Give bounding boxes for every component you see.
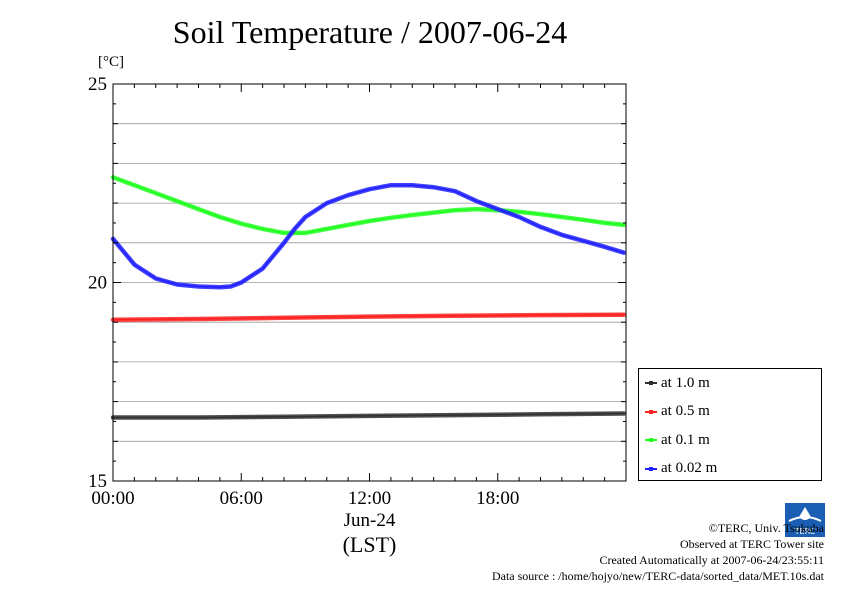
legend-label: at 1.0 m xyxy=(661,374,710,391)
legend-swatch xyxy=(645,438,657,442)
logo-text: TERC xyxy=(794,527,816,536)
series-line-core-2 xyxy=(112,176,624,234)
credit-site: Observed at TERC Tower site xyxy=(679,537,824,551)
credit-copyright: ©TERC, Univ. Tsukuba xyxy=(708,521,824,535)
y-tick-label: 20 xyxy=(88,273,107,294)
legend-item: at 0.5 m xyxy=(645,402,710,422)
y-tick-label: 25 xyxy=(88,74,107,95)
x-axis-label: (LST) xyxy=(343,532,397,557)
credits-block: ©TERC, Univ. Tsukuba Observed at TERC To… xyxy=(492,520,824,584)
legend-label: at 0.5 m xyxy=(661,403,710,419)
legend-swatch xyxy=(645,409,657,414)
x-tick-label: 18:00 xyxy=(476,488,519,509)
series-line-core-3 xyxy=(112,184,625,289)
legend-item: at 0.1 m xyxy=(645,430,710,450)
legend-swatch xyxy=(645,381,657,385)
terc-logo: TERC xyxy=(785,503,825,537)
series-line-3 xyxy=(110,182,627,290)
axis-labels: 15 20 25 00:00 06:00 12:00 18:00 Jun-24(LST) xyxy=(88,74,519,557)
y-axis-unit-label: [°C] xyxy=(98,54,124,70)
series-line-core-1 xyxy=(112,313,624,321)
legend-label: at 0.02 m xyxy=(661,460,718,476)
x-tick-label: 00:00 xyxy=(91,488,134,509)
chart-title: Soil Temperature / 2007-06-24 xyxy=(172,14,568,50)
legend-item: at 0.02 m xyxy=(645,459,717,479)
axis-ticks xyxy=(112,83,627,482)
legend-item: at 1.0 m xyxy=(645,373,710,393)
legend: at 1.0 m at 0.5 m at 0.1 m at 0.02 m xyxy=(638,368,822,481)
x-date-label: Jun-24 xyxy=(344,510,396,531)
credit-source: Data source : /home/hojyo/new/TERC-data/… xyxy=(491,569,824,583)
y-tick-label: 15 xyxy=(88,471,107,492)
credit-created: Created Automatically at 2007-06-24/23:5… xyxy=(599,553,824,567)
x-tick-label: 06:00 xyxy=(220,488,263,509)
series-lines xyxy=(110,175,627,420)
legend-swatch xyxy=(645,466,657,471)
grid-lines xyxy=(113,123,626,442)
legend-label: at 0.1 m xyxy=(661,431,710,448)
series-line-core-0 xyxy=(113,412,624,419)
x-tick-label: 12:00 xyxy=(348,488,391,509)
